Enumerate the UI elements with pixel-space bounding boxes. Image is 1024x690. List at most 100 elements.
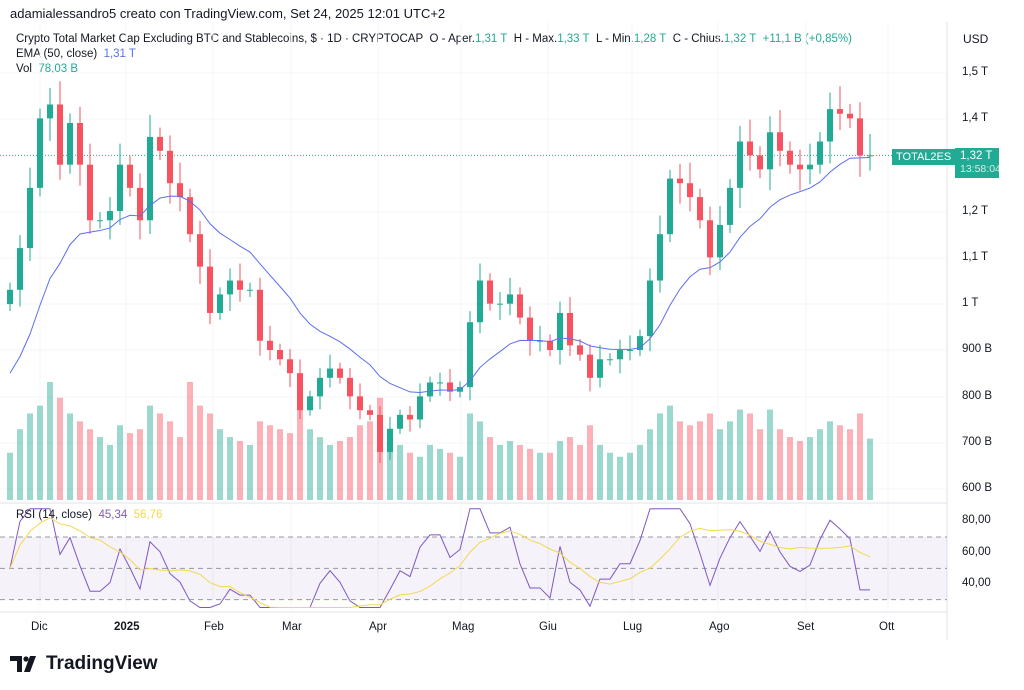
volume-bar (187, 382, 193, 500)
candle-body (417, 396, 423, 420)
candle-body (857, 118, 863, 156)
candle-body (327, 368, 333, 378)
candle-body (277, 350, 283, 360)
rsi-tick-label: 60,00 (962, 545, 991, 558)
volume-bar (347, 437, 353, 500)
high-value: 1,33 T (557, 33, 590, 45)
candle-body (447, 382, 453, 392)
volume-bar (97, 437, 103, 500)
chart-legend: Crypto Total Market Cap Excluding BTC an… (16, 32, 852, 77)
candle-body (817, 141, 823, 165)
volume-bar (437, 448, 443, 500)
volume-bar (617, 456, 623, 500)
candle-body (747, 141, 753, 156)
candle-body (147, 136, 153, 221)
candle-body (657, 234, 663, 281)
volume-bar (147, 405, 153, 500)
candle-body (687, 183, 693, 198)
candle-body (467, 322, 473, 388)
candle-body (807, 164, 813, 170)
candle-body (157, 136, 163, 151)
tradingview-logo-icon (10, 656, 36, 672)
volume-bar (457, 456, 463, 500)
candle-body (387, 428, 393, 452)
candle-body (237, 280, 243, 290)
ohlc-line: Crypto Total Market Cap Excluding BTC an… (16, 32, 852, 47)
candle-body (487, 280, 493, 304)
candle-body (127, 164, 133, 188)
volume-bar (527, 448, 533, 500)
rsi-legend: RSI (14, close) 45,34 56,76 (16, 509, 162, 521)
volume-bar (687, 425, 693, 500)
volume-bar (397, 444, 403, 500)
candle-body (197, 234, 203, 267)
volume-bar (227, 437, 233, 500)
volume-bar (637, 444, 643, 500)
candle-body (37, 118, 43, 188)
volume-bar (787, 437, 793, 500)
volume-bar (827, 421, 833, 500)
candle-body (317, 377, 323, 397)
ema-line: EMA (50, close) 1,31 T (16, 47, 852, 62)
x-tick-label: Feb (204, 621, 224, 633)
symbol-tag: TOTAL2ES (892, 149, 956, 165)
volume-bar (807, 437, 813, 500)
volume-bar (167, 421, 173, 500)
candle-body (697, 197, 703, 221)
candle-body (257, 289, 263, 341)
volume-bar (657, 413, 663, 500)
candle-body (677, 178, 683, 184)
candle-body (557, 312, 563, 351)
volume-bar (117, 425, 123, 500)
volume-bar (477, 421, 483, 500)
x-tick-label: Ott (879, 621, 895, 633)
candle-body (497, 303, 503, 305)
y-tick-label: 1,1 T (962, 251, 988, 263)
volume-bar (277, 429, 283, 500)
volume-bar (547, 452, 553, 500)
x-tick-label: Giu (539, 621, 557, 633)
volume-bar (537, 452, 543, 500)
low-value: 1,28 T (633, 33, 667, 45)
volume-bar (467, 413, 473, 500)
rsi-value: 45,34 (98, 509, 128, 521)
ema-label: EMA (50, close) (16, 48, 98, 60)
volume-bar (307, 429, 313, 500)
y-tick-label: 1,4 T (962, 112, 988, 124)
ema-line (9, 157, 871, 394)
candle-body (247, 289, 253, 291)
low-label: L - Min. (595, 33, 634, 45)
volume-bar (217, 429, 223, 500)
volume-bar (647, 429, 653, 500)
volume-bar (837, 425, 843, 500)
x-tick-label: 2025 (114, 621, 140, 633)
volume-bar (767, 409, 773, 500)
candle-body (707, 220, 713, 258)
candle-body (7, 289, 13, 305)
volume-bar (317, 437, 323, 500)
rsi-ma-value: 56,76 (133, 509, 163, 521)
y-tick-label: 800 B (962, 390, 993, 402)
candle-body (637, 336, 643, 351)
tradingview-logo[interactable]: TradingView (10, 653, 158, 675)
volume-bar (7, 452, 13, 500)
x-tick-label: Set (797, 621, 815, 633)
volume-bar (667, 405, 673, 500)
currency-label[interactable]: USD (963, 32, 989, 46)
volume-bar (47, 382, 53, 500)
rsi-line (9, 508, 870, 609)
x-tick-label: Lug (623, 621, 643, 633)
volume-bar (267, 425, 273, 500)
y-tick-label: 600 B (962, 482, 993, 494)
volume-bar (747, 413, 753, 500)
volume-bar (387, 429, 393, 500)
x-tick-label: Dic (31, 621, 48, 633)
candle-body (527, 317, 533, 341)
volume-bar (197, 405, 203, 500)
candle-body (217, 294, 223, 313)
candle-body (537, 340, 543, 342)
volume-bar (237, 441, 243, 500)
volume-bar (717, 429, 723, 500)
candle-body (427, 382, 433, 397)
